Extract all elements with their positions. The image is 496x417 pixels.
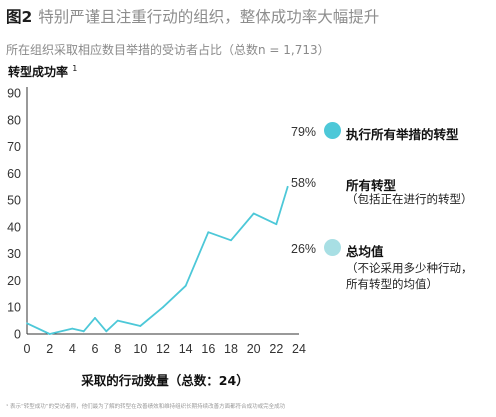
data-point <box>71 327 74 330</box>
figure-subtitle: 所在组织采取相应数目举措的受访者占比（总数n = 1,713） <box>6 43 330 57</box>
x-axis-ticks: 0 2 4 6 8 10 12 14 16 18 20 22 24 <box>24 342 306 356</box>
data-point <box>139 325 142 327</box>
legend-avg-label: 总均值 <box>346 244 384 259</box>
data-point <box>82 330 85 333</box>
y-tick-label: 40 <box>7 220 21 234</box>
y-tick-label: 0 <box>14 328 21 342</box>
chart-series <box>26 185 289 335</box>
figure-number: 图2 <box>6 8 33 26</box>
data-point <box>207 231 210 234</box>
y-tick-label: 10 <box>7 301 21 315</box>
data-point <box>116 319 119 322</box>
x-tick-label: 6 <box>92 342 99 356</box>
y-tick-label: 80 <box>7 113 21 127</box>
data-point <box>275 223 278 226</box>
data-point <box>230 239 232 242</box>
x-tick-label: 20 <box>247 342 261 356</box>
y-axis-label: 转型成功率 1 <box>8 63 77 80</box>
legend-top-label: 执行所有举措的转型 <box>346 127 459 142</box>
footnote: ¹ 表示“转型成功”的受访者称，他们最为了解的转型在改善绩效和维持组织长期持续改… <box>6 404 286 410</box>
legend-top-pct: 79% <box>291 125 317 139</box>
x-tick-label: 4 <box>69 342 76 356</box>
data-point <box>184 284 187 287</box>
x-tick-label: 12 <box>156 342 170 356</box>
legend-avg-note-1: （不论采用多少种行动， <box>346 261 473 275</box>
legend-avg-pct: 26% <box>291 242 317 256</box>
y-tick-label: 60 <box>7 167 21 181</box>
x-tick-label: 14 <box>179 342 193 356</box>
y-tick-label: 20 <box>7 274 21 288</box>
data-point <box>162 306 164 309</box>
data-point <box>26 322 28 325</box>
legend-all-note: （包括正在进行的转型） <box>346 192 473 206</box>
x-tick-label: 2 <box>46 342 53 356</box>
legend-all-label: 所有转型 <box>346 178 397 193</box>
legend-avg-note-2: 所有转型的均值） <box>346 277 438 291</box>
x-tick-label: 10 <box>133 342 147 356</box>
x-tick-label: 24 <box>292 342 306 356</box>
data-point <box>252 212 255 215</box>
data-point <box>94 317 96 319</box>
y-tick-label: 30 <box>7 247 21 261</box>
x-axis-label: 采取的行动数量（总数：24） <box>81 373 249 388</box>
x-tick-label: 16 <box>201 342 215 356</box>
x-tick-label: 0 <box>24 342 31 356</box>
figure-title-text: 特别严谨且注重行动的组织，整体成功率大幅提升 <box>38 8 380 26</box>
legend-top-dot <box>324 122 341 139</box>
data-point <box>48 333 51 335</box>
legend-avg-dot <box>324 239 341 256</box>
x-tick-label: 22 <box>269 342 283 356</box>
figure-title: 图2 特别严谨且注重行动的组织，整体成功率大幅提升 <box>6 5 379 27</box>
y-axis-ticks: 0 10 20 30 40 50 60 70 80 90 <box>7 87 21 342</box>
y-tick-label: 70 <box>7 140 21 154</box>
data-point <box>105 330 108 333</box>
x-tick-label: 18 <box>224 342 238 356</box>
x-tick-label: 8 <box>114 342 121 356</box>
chart-axes <box>26 87 299 335</box>
data-point <box>286 185 289 188</box>
series-line <box>26 186 289 335</box>
y-axis-label-text: 转型成功率 <box>8 65 69 79</box>
legend-all-pct: 58% <box>291 176 317 190</box>
y-axis-label-footnote-mark: 1 <box>72 64 78 73</box>
y-tick-label: 90 <box>7 87 21 101</box>
y-tick-label: 50 <box>7 194 21 208</box>
